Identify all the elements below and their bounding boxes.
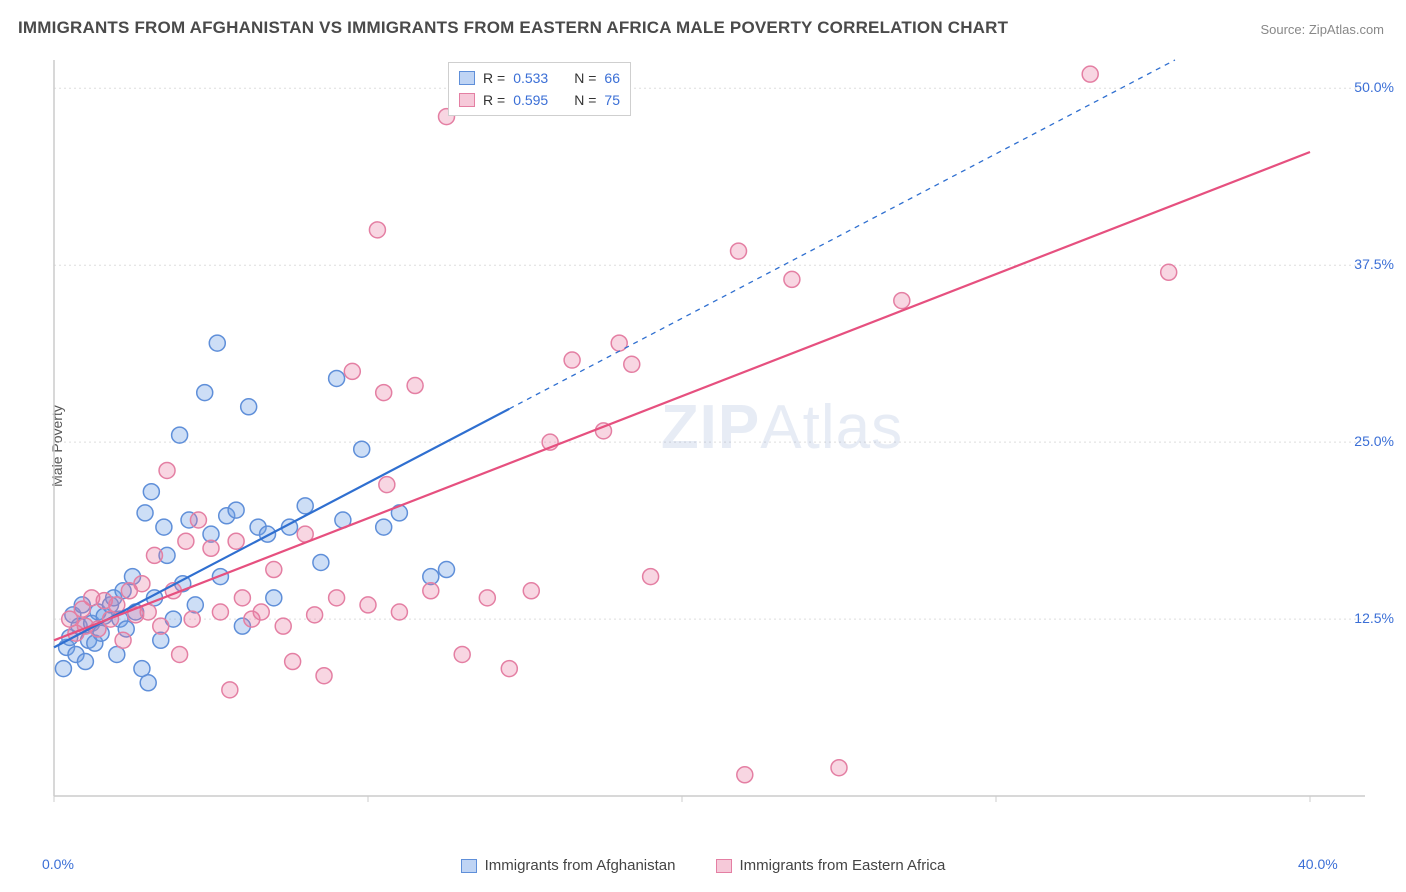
y-tick-label: 37.5% [1354, 256, 1394, 272]
y-tick-label: 12.5% [1354, 610, 1394, 626]
swatch-afghanistan [459, 71, 475, 85]
chart-svg [50, 56, 1370, 826]
scatter-plot [50, 56, 1370, 826]
chart-title: IMMIGRANTS FROM AFGHANISTAN VS IMMIGRANT… [18, 18, 1008, 38]
bottom-legend: Immigrants from Afghanistan Immigrants f… [0, 857, 1406, 874]
corr-n-value-eastern-africa: 75 [604, 92, 620, 108]
corr-r-value-eastern-africa: 0.595 [513, 92, 548, 108]
corr-n-label: N = [574, 70, 596, 86]
x-tick-label: 0.0% [42, 856, 74, 872]
x-tick-label: 40.0% [1298, 856, 1338, 872]
corr-r-label: R = [483, 92, 505, 108]
y-tick-label: 25.0% [1354, 433, 1394, 449]
swatch-eastern-africa [716, 859, 732, 873]
corr-row-afghanistan: R = 0.533 N = 66 [459, 67, 620, 89]
y-tick-label: 50.0% [1354, 79, 1394, 95]
correlation-legend-box: R = 0.533 N = 66 R = 0.595 N = 75 [448, 62, 631, 116]
corr-r-value-afghanistan: 0.533 [513, 70, 548, 86]
corr-n-label: N = [574, 92, 596, 108]
legend-item-eastern-africa: Immigrants from Eastern Africa [716, 857, 946, 874]
swatch-afghanistan [461, 859, 477, 873]
corr-n-value-afghanistan: 66 [604, 70, 620, 86]
legend-label-afghanistan: Immigrants from Afghanistan [485, 857, 676, 874]
corr-row-eastern-africa: R = 0.595 N = 75 [459, 89, 620, 111]
corr-r-label: R = [483, 70, 505, 86]
legend-label-eastern-africa: Immigrants from Eastern Africa [740, 857, 946, 874]
source-attribution: Source: ZipAtlas.com [1260, 22, 1384, 37]
swatch-eastern-africa [459, 93, 475, 107]
legend-item-afghanistan: Immigrants from Afghanistan [461, 857, 676, 874]
